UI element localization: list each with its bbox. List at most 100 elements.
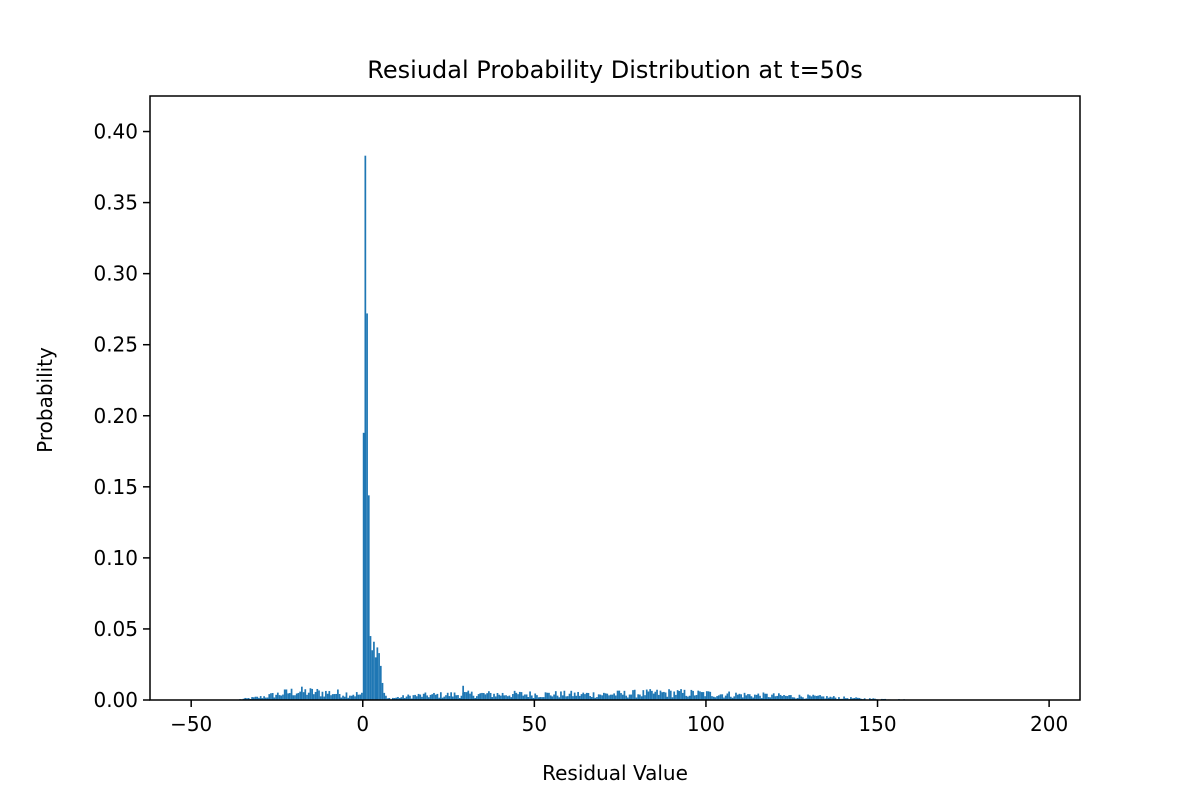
- histogram-bar: [421, 696, 423, 700]
- histogram-bar: [546, 692, 549, 700]
- histogram-bar: [695, 695, 698, 700]
- histogram-bar: [453, 692, 456, 700]
- histogram-bar: [609, 694, 612, 700]
- histogram-bar: [494, 696, 497, 700]
- histogram-bar: [826, 696, 828, 700]
- histogram-bar: [500, 695, 502, 700]
- histogram-bar-peak: [378, 653, 380, 700]
- histogram-bar: [872, 698, 875, 700]
- histogram-bar: [544, 692, 547, 700]
- histogram-bar-peak: [364, 155, 367, 700]
- histogram-bar: [675, 694, 677, 700]
- histogram-bar: [757, 693, 760, 700]
- histogram-bar: [412, 695, 415, 700]
- histogram-bar: [584, 694, 586, 700]
- histogram-bar: [266, 697, 269, 700]
- histogram-bar: [290, 688, 293, 700]
- histogram-bar: [681, 692, 684, 700]
- histogram-bar: [699, 691, 701, 700]
- histogram-bar: [664, 692, 667, 700]
- histogram-bar: [772, 693, 775, 700]
- histogram-bar: [355, 692, 358, 700]
- histogram-bar: [838, 697, 840, 700]
- histogram-bar: [388, 697, 391, 700]
- histogram-bar: [431, 694, 434, 700]
- histogram-bar: [458, 698, 461, 700]
- histogram-bar: [666, 696, 669, 700]
- histogram-bar: [671, 697, 674, 700]
- histogram-bar: [333, 694, 336, 700]
- histogram-bar: [663, 691, 665, 700]
- histogram-bar: [740, 694, 742, 700]
- histogram-bar: [807, 694, 809, 700]
- histogram-bar: [517, 694, 519, 700]
- histogram-bar: [314, 691, 317, 700]
- histogram-bar: [812, 694, 815, 700]
- histogram-bar: [244, 697, 247, 700]
- histogram-bar: [753, 694, 756, 700]
- histogram-bar: [556, 695, 559, 700]
- histogram-bar: [328, 691, 331, 700]
- histogram-bar: [402, 695, 404, 700]
- histogram-bar: [683, 689, 686, 700]
- histogram-bar: [824, 698, 827, 700]
- histogram-bar: [470, 691, 473, 700]
- histogram-bar: [745, 695, 748, 700]
- histogram-bar: [858, 697, 861, 700]
- histogram-bar: [522, 695, 525, 700]
- histogram-bar: [491, 697, 494, 700]
- histogram-bar: [759, 695, 761, 700]
- histogram-bar: [863, 698, 866, 700]
- histogram-bar: [711, 696, 713, 700]
- histogram-bar: [278, 695, 281, 700]
- histogram-bar: [261, 698, 264, 700]
- histogram-bar: [477, 694, 480, 700]
- histogram-bar: [276, 692, 279, 700]
- histogram-bar: [247, 698, 250, 700]
- histogram-bar: [319, 696, 322, 700]
- histogram-bar: [721, 694, 724, 700]
- histogram-bar-peak: [366, 313, 368, 700]
- histogram-bar: [613, 693, 615, 700]
- chart-title: Resiudal Probability Distribution at t=5…: [367, 56, 862, 84]
- histogram-bar: [802, 697, 804, 700]
- histogram-bar: [856, 697, 859, 700]
- histogram-bar: [673, 691, 676, 700]
- histogram-bar: [536, 695, 538, 700]
- y-tick-label: 0.25: [93, 333, 138, 357]
- histogram-bar: [486, 693, 489, 700]
- histogram-bar: [796, 697, 799, 700]
- histogram-bar: [321, 691, 324, 700]
- x-tick-label: 200: [1030, 712, 1068, 736]
- histogram-bar: [750, 696, 753, 700]
- histogram-bar: [326, 693, 329, 700]
- histogram-bar: [850, 697, 852, 700]
- histogram-bar: [688, 695, 691, 700]
- histogram-bar: [853, 698, 856, 700]
- histogram-bar: [530, 695, 533, 700]
- histogram-bar: [608, 695, 610, 700]
- histogram-bar: [251, 697, 253, 700]
- histogram-bar: [301, 686, 303, 700]
- histogram-bar: [302, 692, 305, 700]
- histogram-bar: [304, 689, 307, 700]
- histogram-bar: [354, 696, 356, 700]
- histogram-bar: [409, 695, 411, 700]
- histogram-bar: [268, 694, 271, 700]
- histogram-bar: [723, 697, 725, 700]
- histogram-bar: [784, 695, 787, 700]
- histogram-bar: [831, 697, 833, 700]
- histogram-bar: [357, 694, 360, 700]
- histogram-bar: [829, 696, 832, 700]
- histogram-bar: [707, 691, 710, 700]
- histogram-bar: [422, 693, 425, 700]
- histogram-bar: [287, 693, 289, 700]
- histogram-bar: [309, 688, 312, 700]
- histogram-bar: [417, 693, 420, 700]
- histogram-bar: [469, 693, 471, 700]
- histogram-bar: [513, 690, 516, 700]
- histogram-bar: [451, 696, 454, 700]
- histogram-bar: [294, 695, 296, 700]
- histogram-bar: [318, 690, 320, 700]
- histogram-bar: [618, 690, 621, 700]
